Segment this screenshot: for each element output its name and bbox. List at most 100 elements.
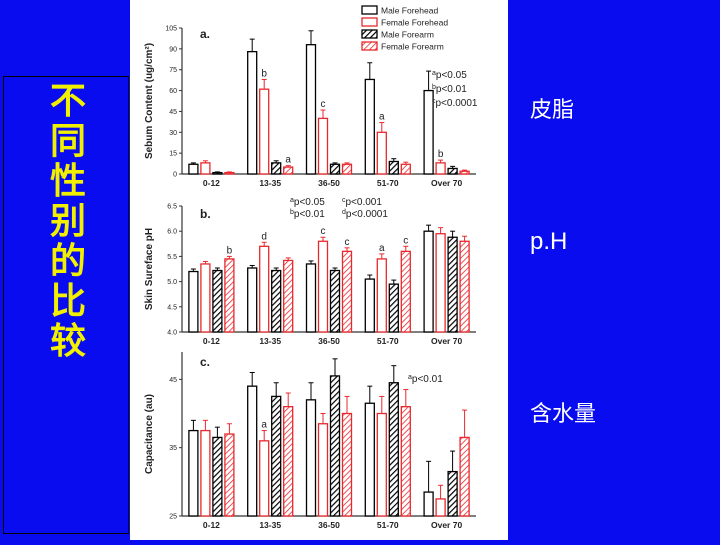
legend-item: Female Forehead — [361, 17, 448, 28]
title-frame — [3, 76, 129, 534]
bar — [400, 163, 411, 175]
bar — [341, 163, 353, 175]
bar — [435, 162, 446, 175]
bar — [364, 78, 375, 175]
significance-note: dp<0.0001 — [342, 209, 388, 220]
y-tick-label: 15 — [169, 151, 177, 158]
category-label: 36-50 — [318, 336, 340, 346]
bar — [459, 240, 470, 333]
significance-note: ap<0.01 — [408, 374, 443, 385]
y-tick-label: 4.5 — [167, 304, 177, 311]
title-char: 别 — [49, 201, 86, 242]
y-tick-label: 35 — [169, 445, 177, 452]
significance-mark: c — [345, 237, 350, 248]
significance-note: cp<0.0001 — [432, 98, 478, 109]
bar — [400, 250, 411, 333]
figure-panel: 0 15 30 45 60 75 90 105 Sebum Content (ug/cm²) a.… — [130, 0, 508, 540]
bar — [329, 375, 341, 517]
bar — [364, 402, 375, 517]
sebum-label: 皮脂 — [530, 98, 575, 123]
legend-swatch — [361, 5, 378, 15]
bar — [247, 267, 258, 333]
bar — [329, 269, 341, 333]
bar — [247, 50, 258, 175]
moisture-label: 含水量 — [530, 402, 597, 427]
significance-mark: a — [261, 420, 267, 431]
bar — [376, 412, 387, 517]
legend-swatch — [361, 17, 378, 27]
significance-mark: b — [227, 245, 233, 256]
bar — [317, 117, 329, 175]
significance-mark: c — [321, 99, 326, 110]
category-label: 51-70 — [377, 336, 399, 346]
significance-mark: a — [379, 112, 385, 123]
y-tick-label: 45 — [169, 377, 177, 384]
bar — [435, 233, 446, 333]
significance-note: ap<0.05 — [432, 70, 467, 81]
y-tick-label: 45 — [169, 109, 177, 116]
bar — [447, 167, 458, 175]
significance-mark: b — [261, 68, 267, 79]
significance-mark: c — [403, 235, 408, 246]
y-tick-label: 6.5 — [167, 204, 177, 211]
category-label: 13-35 — [259, 336, 281, 346]
significance-mark: a — [285, 155, 291, 166]
bar-charts: 0 15 30 45 60 75 90 105 Sebum Content (ug/cm²) a.… — [144, 5, 478, 530]
significance-mark: b — [438, 149, 444, 160]
significance-mark: d — [261, 231, 267, 242]
bar — [259, 440, 270, 517]
category-label: 0-12 — [203, 178, 220, 188]
bar — [212, 269, 223, 333]
bar — [200, 162, 211, 175]
bar — [388, 283, 399, 333]
bar — [364, 278, 375, 333]
bar — [376, 131, 387, 175]
significance-note: ap<0.05 — [290, 197, 325, 208]
panel-label: b. — [200, 207, 211, 221]
chart-panel-1: 0 15 30 45 60 75 90 105 Sebum Content (ug/cm²) a.… — [144, 26, 478, 189]
bar — [224, 433, 235, 517]
title-char: 不 — [49, 81, 86, 122]
y-tick-label: 25 — [169, 514, 177, 521]
category-label: 36-50 — [318, 520, 340, 530]
significance-note: cp<0.001 — [342, 197, 382, 208]
category-label: 13-35 — [259, 520, 281, 530]
legend-swatch — [361, 29, 378, 39]
category-label: Over 70 — [431, 336, 462, 346]
category-label: 36-50 — [318, 178, 340, 188]
bar — [259, 245, 270, 333]
bar — [459, 170, 470, 175]
bar — [259, 88, 270, 175]
bar — [188, 270, 199, 333]
bar — [188, 429, 199, 517]
bar — [388, 160, 399, 175]
y-tick-label: 90 — [169, 46, 177, 53]
bar — [423, 230, 434, 333]
bar — [283, 406, 294, 517]
significance-note: bp<0.01 — [290, 209, 325, 220]
legend-label: Female Forehead — [381, 18, 448, 28]
bar — [341, 250, 353, 333]
ph-label: p.H — [530, 228, 568, 255]
bar — [388, 382, 399, 517]
panel-label: c. — [200, 355, 210, 369]
y-tick-label: 4.0 — [167, 330, 177, 337]
bar — [423, 491, 434, 517]
chart-panel-2: 4.0 4.5 5.0 5.5 6.0 6.5 Skin Sureface pH b. 0-12… — [144, 197, 476, 346]
bar — [224, 258, 235, 333]
bar — [305, 399, 317, 517]
y-tick-label: 5.0 — [167, 279, 177, 286]
y-axis-label: Skin Sureface pH — [144, 228, 155, 310]
category-label: 0-12 — [203, 520, 220, 530]
category-label: 51-70 — [377, 178, 399, 188]
chart-panel-3: 25 35 45 Capacitance (au) c. 0-12 13-35 a 36-50 5… — [144, 352, 476, 530]
category-label: Over 70 — [431, 520, 462, 530]
bar — [447, 236, 458, 333]
bar — [283, 166, 294, 175]
bar — [224, 171, 235, 175]
significance-note: bp<0.01 — [432, 84, 467, 95]
category-label: 0-12 — [203, 336, 220, 346]
bar — [247, 385, 258, 517]
y-tick-label: 0 — [173, 172, 177, 179]
bar — [271, 269, 282, 333]
